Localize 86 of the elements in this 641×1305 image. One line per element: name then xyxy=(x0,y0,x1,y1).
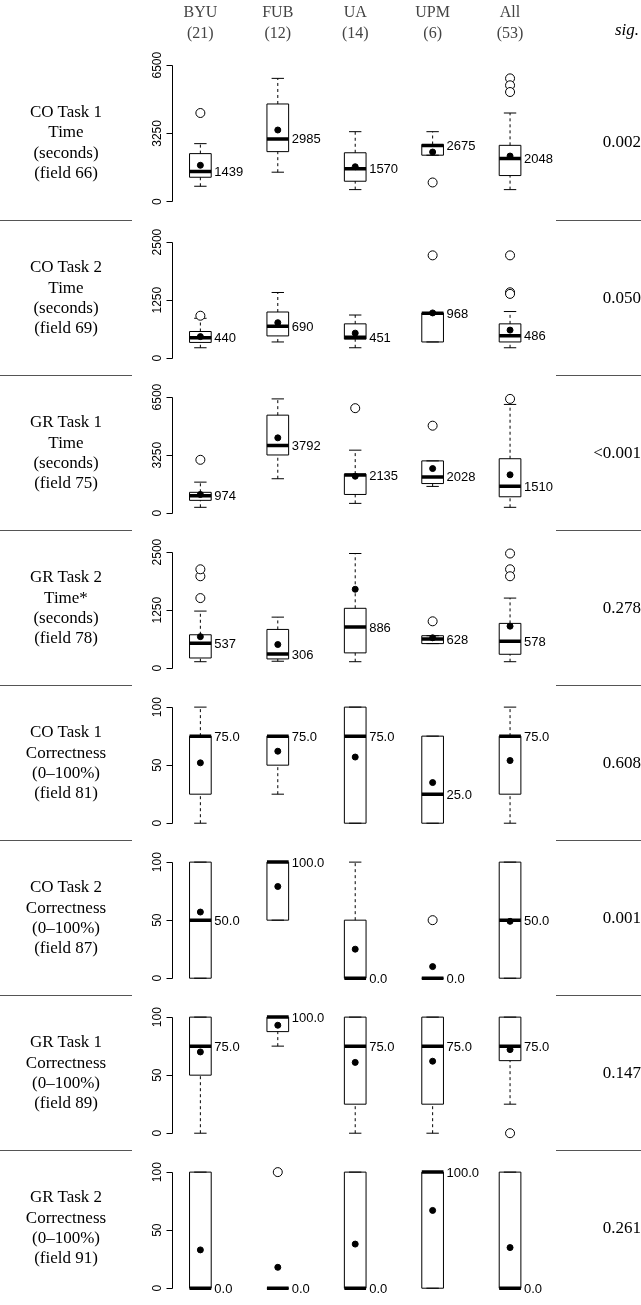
y-tick-label: 3250 xyxy=(150,441,165,469)
text: 100.0 xyxy=(446,1164,480,1180)
text: 100.0 xyxy=(291,1009,325,1025)
text: 75.0 xyxy=(523,1038,550,1054)
text: 75.0 xyxy=(291,728,318,744)
text: 537 xyxy=(214,635,237,651)
text: 2135 xyxy=(369,467,399,483)
text: 1570 xyxy=(369,161,399,177)
text: 0.0 xyxy=(523,1280,543,1296)
text: <0.001 xyxy=(593,441,641,464)
text: 2985 xyxy=(291,131,321,147)
x-tick-label: All (53) xyxy=(496,3,524,42)
x-tick-label: UA (14) xyxy=(341,3,369,42)
y-tick-label: 2500 xyxy=(150,228,165,256)
text: 0.001 xyxy=(602,906,641,929)
y-tick-label: 50 xyxy=(150,1068,165,1082)
y-tick-label: 0 xyxy=(150,819,165,827)
y-tick-label: 2500 xyxy=(150,538,165,566)
y-tick-label: 0 xyxy=(150,197,165,205)
x-tick-label: FUB (12) xyxy=(262,3,294,42)
y-tick-label: 6500 xyxy=(150,383,165,411)
text: 0.0 xyxy=(214,1280,233,1296)
text: 0.261 xyxy=(602,1216,641,1239)
y-tick-label: 0 xyxy=(150,509,165,517)
text: 0.608 xyxy=(602,751,641,774)
y-axis-title: CO Task 2 Time (seconds) (field 69) xyxy=(0,220,132,375)
text: 2028 xyxy=(446,469,476,485)
text: 0.0 xyxy=(369,970,388,986)
text: 0.0 xyxy=(369,1280,388,1296)
text: 3792 xyxy=(291,437,321,453)
y-tick-label: 50 xyxy=(150,758,165,772)
y-tick-label: 0 xyxy=(150,1129,165,1137)
text: 486 xyxy=(523,328,546,344)
text: 974 xyxy=(214,488,237,504)
text: 25.0 xyxy=(446,786,472,802)
y-axis-title: GR Task 2 Correctness (0–100%) (field 91) xyxy=(0,1150,132,1305)
y-tick-label: 6500 xyxy=(150,51,165,79)
y-tick-label: 100 xyxy=(150,1006,165,1028)
text: 628 xyxy=(446,631,469,647)
text: 0.050 xyxy=(602,286,641,309)
text: 0.0 xyxy=(291,1280,310,1296)
text: 0.147 xyxy=(602,1061,641,1084)
text: 50.0 xyxy=(214,912,240,928)
text: 690 xyxy=(291,318,314,334)
text: 2675 xyxy=(446,137,476,153)
text: 0.002 xyxy=(602,131,641,154)
y-tick-label: 100 xyxy=(150,851,165,873)
y-axis-title: GR Task 2 Time* (seconds) (field 78) xyxy=(0,530,132,685)
x-tick-label: BYU (21) xyxy=(183,3,218,42)
y-axis-title: CO Task 1 Time (seconds) (field 66) xyxy=(28,100,104,184)
text: 2048 xyxy=(523,151,553,167)
text: 75.0 xyxy=(369,1038,395,1054)
text: 0.278 xyxy=(602,596,641,619)
text: 1510 xyxy=(523,478,553,494)
text: 451 xyxy=(369,329,391,345)
text: 1439 xyxy=(214,163,244,179)
y-tick-label: 100 xyxy=(150,696,165,718)
text: 886 xyxy=(369,619,391,635)
y-tick-label: 0 xyxy=(150,1284,165,1292)
y-tick-label: 1250 xyxy=(150,286,165,314)
y-tick-label: 50 xyxy=(150,913,165,927)
text: 75.0 xyxy=(214,1038,240,1054)
y-axis-title: GR Task 1 Time (seconds) (field 75) xyxy=(0,375,132,530)
text: 306 xyxy=(291,646,314,662)
text: 578 xyxy=(523,633,546,649)
text: 75.0 xyxy=(369,728,395,744)
text: 440 xyxy=(214,330,237,346)
text: 100.0 xyxy=(291,854,325,870)
y-tick-label: 50 xyxy=(150,1223,165,1237)
text: 75.0 xyxy=(446,1038,472,1054)
y-tick-label: 1250 xyxy=(150,596,165,624)
text: 0.0 xyxy=(446,970,465,986)
text: 50.0 xyxy=(523,912,550,928)
y-tick-label: 0 xyxy=(150,354,165,362)
y-axis-title: CO Task 2 Correctness (0–100%) (field 87) xyxy=(0,840,132,995)
text: 968 xyxy=(446,305,469,321)
text: 75.0 xyxy=(214,728,240,744)
y-axis-title: CO Task 1 Correctness (0–100%) (field 81) xyxy=(0,685,132,840)
y-tick-label: 3250 xyxy=(150,119,165,147)
y-tick-label: 0 xyxy=(150,974,165,982)
x-tick-label: UPM (6) xyxy=(415,3,450,42)
y-axis-title: GR Task 1 Correctness (0–100%) (field 89) xyxy=(0,995,132,1150)
y-tick-label: 0 xyxy=(150,664,165,672)
text: 75.0 xyxy=(523,728,550,744)
y-tick-label: 100 xyxy=(150,1161,165,1183)
text: sig. xyxy=(614,19,639,41)
